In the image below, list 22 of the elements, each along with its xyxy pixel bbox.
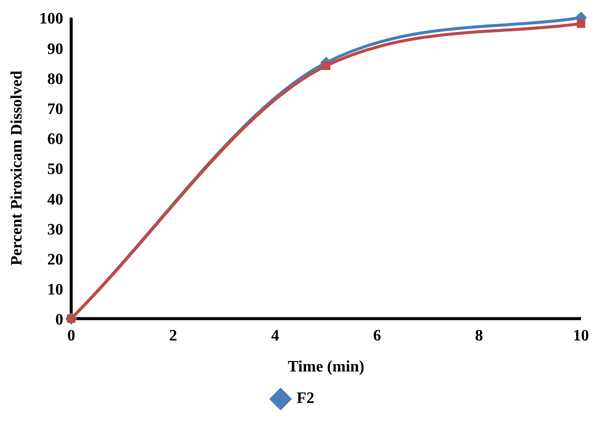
- x-tick-label: 8: [475, 327, 484, 344]
- y-tick-label: 10: [47, 282, 64, 299]
- x-tick-label: 0: [67, 327, 76, 344]
- x-axis-title: Time (min): [288, 358, 364, 376]
- x-tick-label: 6: [373, 327, 382, 344]
- y-axis-title: Percent Piroxicam Dissolved: [8, 70, 26, 266]
- y-tick-label: 90: [47, 40, 64, 58]
- y-tick-label: 50: [47, 161, 64, 178]
- y-tick-label: 70: [47, 101, 64, 118]
- x-tick-label: 10: [573, 327, 589, 344]
- legend-label: F2: [296, 390, 314, 408]
- point: [322, 62, 330, 70]
- y-tick-label: 80: [47, 70, 64, 88]
- x-tick-label: 4: [271, 327, 280, 344]
- point: [576, 19, 586, 28]
- y-tick-label: 20: [47, 252, 64, 269]
- y-tick-label: 60: [47, 131, 64, 148]
- y-tick-label: 40: [47, 191, 64, 208]
- y-tick-label: 100: [39, 10, 64, 28]
- x-tick-label: 2: [169, 327, 178, 344]
- y-tick-label: 30: [47, 221, 64, 238]
- y-tick-label: 0: [55, 312, 64, 329]
